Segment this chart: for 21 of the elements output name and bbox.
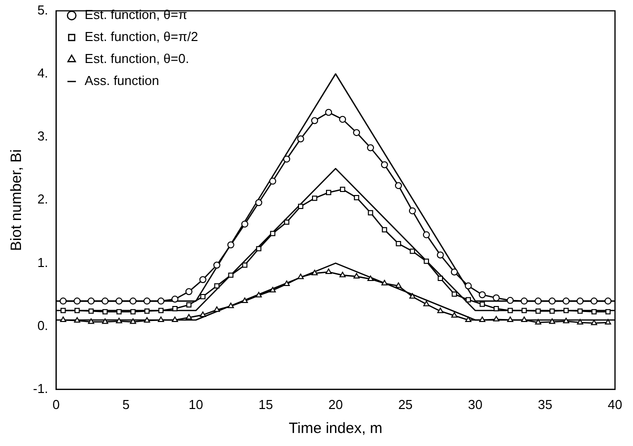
- x-tick-label: 5: [122, 396, 130, 412]
- x-tick-label: 20: [328, 396, 343, 412]
- y-tick-label: 1.: [37, 254, 48, 270]
- x-tick-label: 30: [468, 396, 483, 412]
- y-tick-label: 2.: [37, 192, 48, 207]
- x-tick-label: 35: [538, 396, 552, 412]
- y-tick-label: -1.: [33, 380, 48, 396]
- legend-label: Ass. function: [84, 73, 160, 88]
- x-tick-label: 10: [188, 396, 204, 412]
- y-tick-label: 3.: [37, 128, 48, 144]
- legend-label: Est. function, θ=0.: [84, 51, 190, 66]
- x-tick-label: 0: [52, 396, 60, 412]
- x-tick-label: 15: [258, 396, 273, 412]
- x-tick-label: 25: [398, 396, 413, 412]
- y-axis-title: Biot number, Bi: [8, 149, 26, 251]
- y-tick-label: 4.: [37, 65, 48, 80]
- x-tick-label: 40: [608, 396, 622, 412]
- legend-label: Est. function, θ=π/2: [84, 29, 198, 44]
- x-axis-title: Time index, m: [288, 420, 382, 438]
- y-tick-label: 5.: [37, 2, 48, 18]
- y-tick-label: 0.: [37, 318, 48, 333]
